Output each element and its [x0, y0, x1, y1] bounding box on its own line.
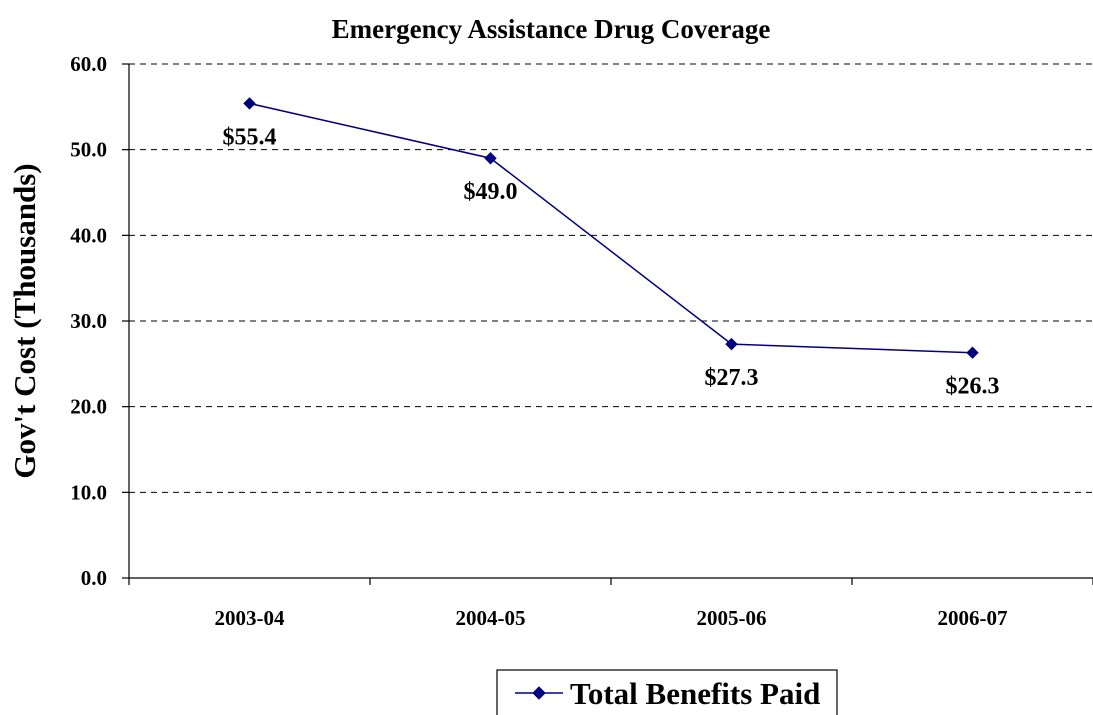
data-point-marker	[243, 97, 256, 110]
y-axis-title: Gov't Cost (Thousands)	[7, 163, 42, 478]
series-layer	[243, 97, 979, 359]
data-label: $49.0	[464, 179, 518, 205]
x-tick-label: 2005-06	[697, 606, 767, 630]
legend-diamond-marker	[532, 686, 546, 700]
x-tick-label: 2003-04	[215, 606, 285, 630]
y-tick-label: 20.0	[70, 395, 107, 419]
data-point-marker	[484, 152, 497, 165]
x-tick-label: 2004-05	[456, 606, 526, 630]
y-tick-labels: 0.0 10.0 20.0 30.0 40.0 50.0 60.0	[70, 52, 107, 590]
y-tick-label: 30.0	[70, 309, 107, 333]
y-tick-label: 0.0	[81, 566, 107, 590]
legend-label: Total Benefits Paid	[570, 676, 820, 711]
series-line	[249, 102, 973, 354]
data-point-marker	[725, 337, 738, 351]
gridlines	[129, 63, 1093, 493]
data-point-marker	[966, 346, 979, 359]
y-tick-label: 60.0	[70, 52, 107, 76]
y-tick-label: 40.0	[70, 223, 107, 247]
data-label: $55.4	[223, 124, 277, 150]
y-tick-label: 50.0	[70, 138, 107, 162]
data-labels: $55.4 $49.0 $27.3 $26.3	[223, 124, 1000, 399]
chart-title: Emergency Assistance Drug Coverage	[332, 14, 771, 44]
x-tick-labels: 2003-04 2004-05 2005-06 2006-07	[215, 606, 1008, 630]
axes	[122, 63, 1093, 585]
x-tick-label: 2006-07	[938, 606, 1008, 630]
legend: Total Benefits Paid	[496, 669, 838, 715]
data-label: $26.3	[946, 374, 1000, 400]
y-tick-label: 10.0	[70, 480, 107, 504]
data-label: $27.3	[705, 365, 759, 391]
